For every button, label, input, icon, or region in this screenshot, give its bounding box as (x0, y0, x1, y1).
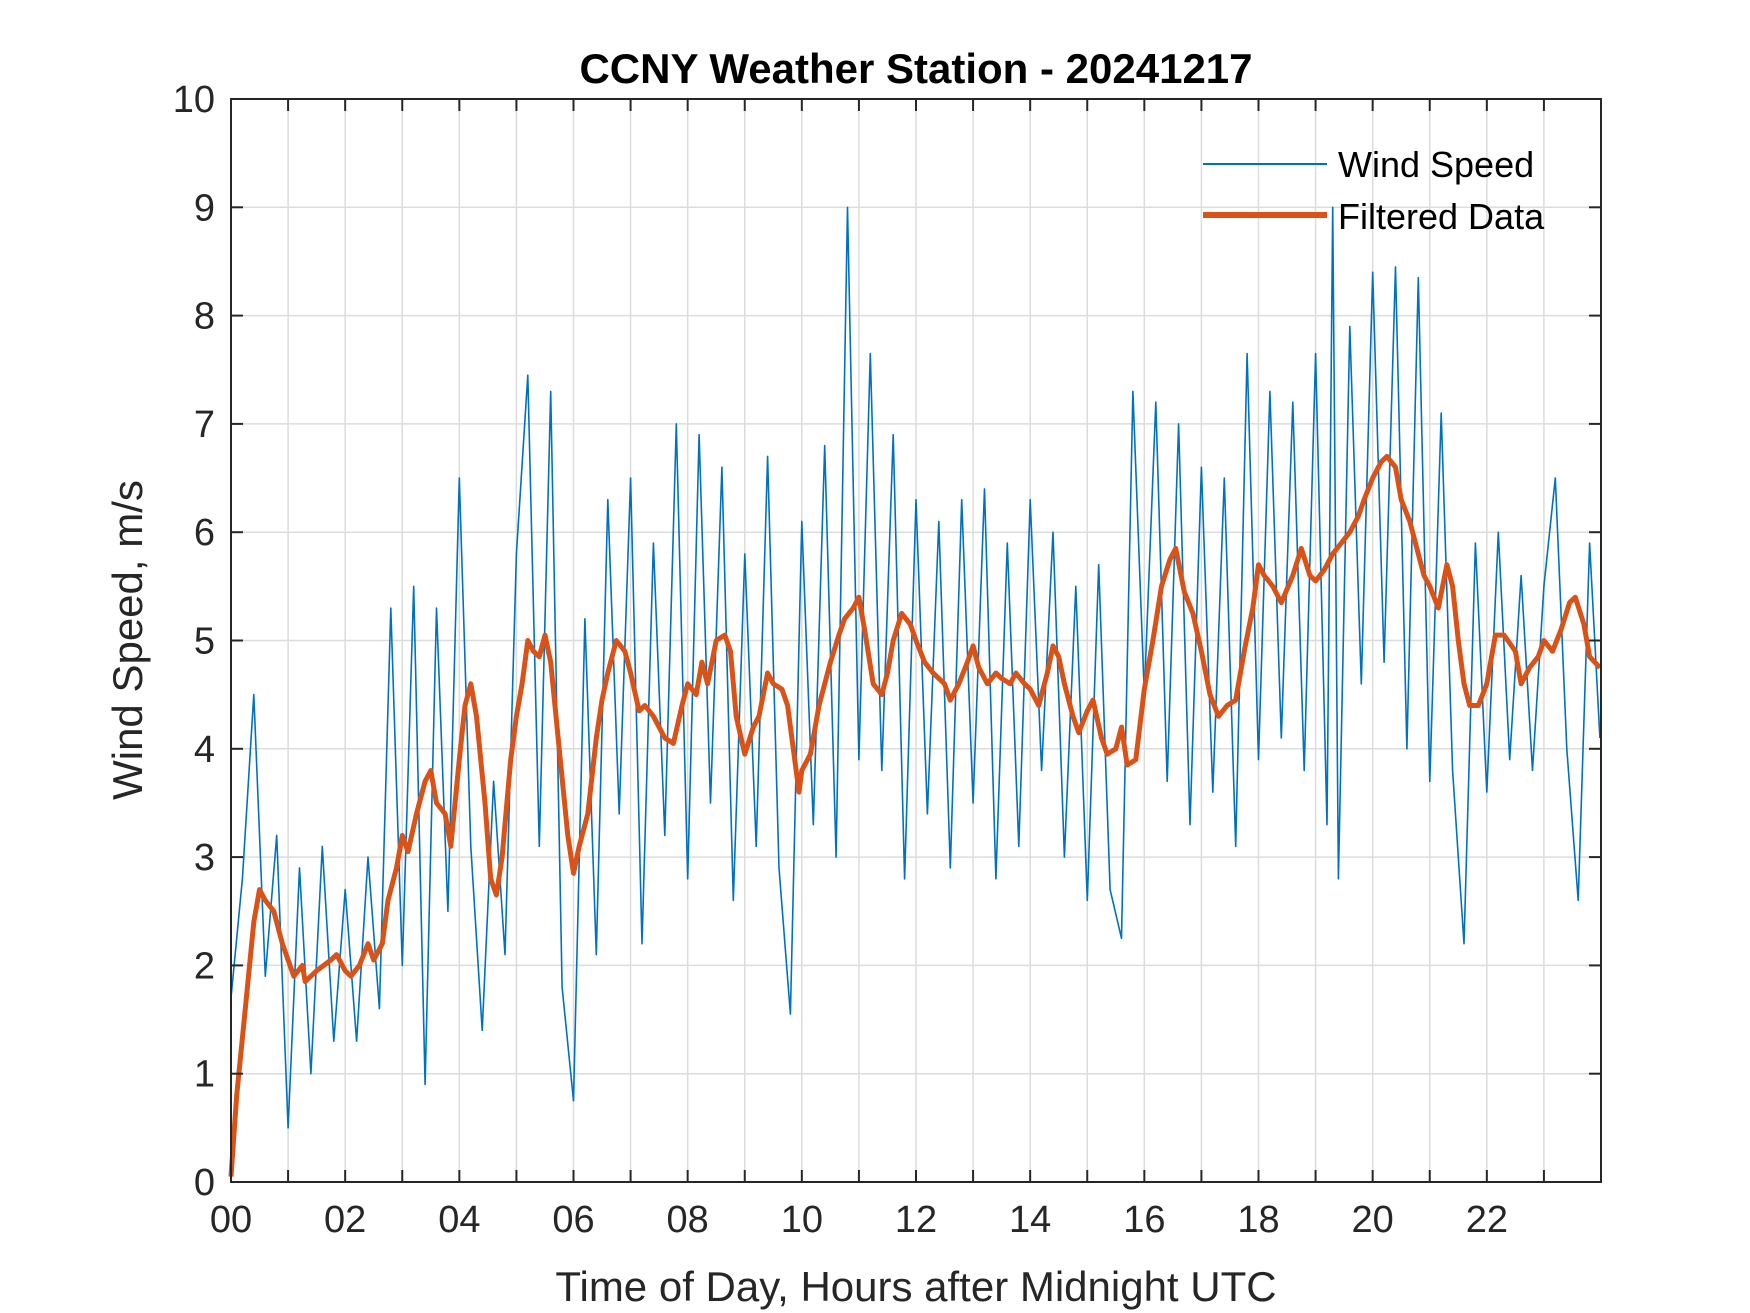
legend-filtered-data-label: Filtered Data (1338, 196, 1545, 237)
filtered-data-line (228, 453, 1602, 1177)
y-tick-label: 5 (194, 621, 215, 663)
y-tick-label: 8 (194, 296, 215, 338)
x-tick-label: 22 (1466, 1199, 1508, 1241)
y-axis-label: Wind Speed, m/s (104, 480, 151, 800)
y-tick-label: 0 (194, 1162, 215, 1204)
plot-series (228, 206, 1602, 1177)
x-tick-label: 04 (438, 1199, 480, 1241)
x-tick-label: 00 (210, 1199, 252, 1241)
legend: Wind Speed Filtered Data (1203, 144, 1545, 237)
chart-title: CCNY Weather Station - 20241217 (579, 45, 1252, 92)
x-tick-label: 12 (895, 1199, 937, 1241)
x-axis-label: Time of Day, Hours after Midnight UTC (555, 1263, 1276, 1310)
grid (231, 99, 1601, 1182)
y-tick-label: 7 (194, 404, 215, 446)
x-tick-label: 20 (1352, 1199, 1394, 1241)
y-tick-label: 10 (173, 79, 215, 121)
x-tick-label: 08 (667, 1199, 709, 1241)
y-tick-label: 4 (194, 729, 215, 771)
x-tick-label: 10 (781, 1199, 823, 1241)
x-tick-label: 14 (1009, 1199, 1051, 1241)
x-tick-label: 18 (1237, 1199, 1279, 1241)
x-tick-label: 02 (324, 1199, 366, 1241)
y-tick-label: 3 (194, 837, 215, 879)
x-tick-label: 16 (1123, 1199, 1165, 1241)
y-tick-label: 2 (194, 945, 215, 987)
y-tick-label: 6 (194, 512, 215, 554)
y-tick-label: 1 (194, 1054, 215, 1096)
legend-wind-speed-label: Wind Speed (1338, 144, 1534, 185)
y-tick-label: 9 (194, 187, 215, 229)
x-tick-label: 06 (552, 1199, 594, 1241)
